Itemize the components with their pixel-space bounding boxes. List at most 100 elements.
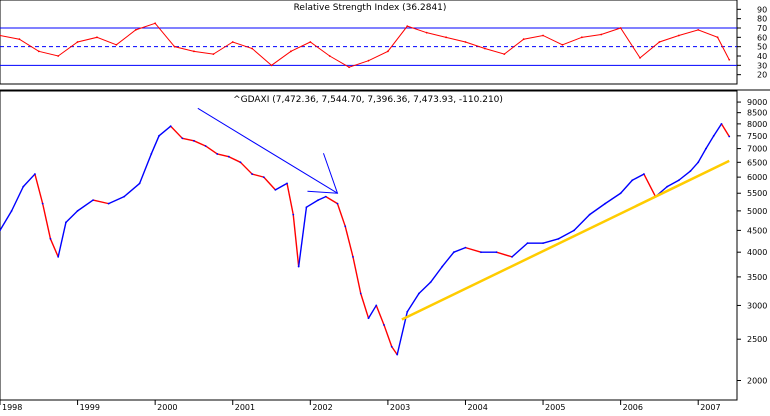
price-segment-2 — [11, 186, 24, 212]
price-segment-33 — [344, 226, 354, 258]
rsi-point-13 — [251, 47, 254, 50]
price-segment-38 — [383, 324, 393, 347]
price-point-66 — [728, 135, 731, 138]
price-segment-49 — [511, 242, 529, 258]
rsi-point-27 — [522, 38, 525, 41]
price-point-49 — [526, 242, 529, 245]
price-y-tick-label-2000: 2000 — [747, 377, 767, 386]
price-segment-32 — [336, 203, 346, 227]
price-segment-54 — [589, 203, 606, 216]
price-y-tick-label-6000: 6000 — [747, 173, 767, 182]
price-segment-4 — [34, 173, 44, 204]
rsi-point-31 — [600, 33, 603, 36]
price-point-12 — [138, 182, 141, 185]
price-segment-62 — [689, 161, 699, 172]
rsi-point-30 — [580, 36, 583, 39]
price-point-41 — [418, 292, 420, 295]
price-segment-25 — [275, 182, 288, 191]
x-tick-label-2006: 2006 — [623, 403, 643, 412]
price-point-4 — [41, 202, 44, 205]
rsi-point-22 — [425, 31, 428, 34]
price-segment-42 — [418, 281, 432, 295]
price-segment-21 — [228, 156, 241, 163]
rsi-point-20 — [386, 50, 389, 53]
x-tick-label-2000: 2000 — [157, 403, 177, 412]
price-segment-58 — [643, 173, 657, 197]
rsi-y-tick-label-70: 70 — [757, 24, 767, 33]
price-segment-20 — [217, 153, 230, 158]
price-point-5 — [49, 237, 52, 240]
price-y-tick-label-5000: 5000 — [747, 207, 767, 216]
rsi-point-21 — [406, 25, 409, 28]
rsi-point-2 — [37, 50, 40, 53]
rsi-title: Relative Strength Index (36.2841) — [294, 3, 447, 13]
price-point-21 — [239, 161, 242, 164]
price-point-19 — [216, 153, 219, 155]
price-point-57 — [643, 173, 645, 175]
rsi-point-6 — [115, 43, 118, 46]
price-segment-28 — [297, 207, 308, 267]
price-point-39 — [396, 353, 399, 356]
price-point-63 — [705, 147, 707, 150]
price-point-9 — [92, 199, 94, 201]
price-segment-44 — [441, 251, 455, 268]
price-segment-41 — [406, 293, 420, 313]
price-segment-63 — [697, 148, 707, 163]
price-segment-51 — [542, 238, 559, 244]
price-point-22 — [251, 173, 254, 175]
price-segment-65 — [713, 123, 723, 137]
x-tick-label-2005: 2005 — [545, 403, 565, 412]
rsi-series-group — [0, 22, 731, 69]
price-segment-14 — [150, 135, 160, 155]
price-segment-24 — [263, 176, 276, 191]
price-point-46 — [480, 251, 482, 254]
price-point-26 — [292, 213, 295, 216]
rsi-point-32 — [619, 27, 622, 29]
rsi-point-4 — [76, 41, 79, 43]
price-segment-35 — [360, 293, 370, 319]
price-point-50 — [542, 242, 544, 245]
trend-arrow-head-0 — [307, 153, 339, 194]
price-segment-53 — [573, 214, 591, 231]
rsi-point-29 — [561, 43, 564, 46]
price-point-30 — [324, 195, 327, 198]
price-segment-45 — [453, 246, 466, 253]
x-tick-label-1999: 1999 — [80, 403, 100, 412]
rsi-panel: Relative Strength Index (36.2841) 203040… — [0, 0, 767, 85]
price-segment-29 — [306, 199, 319, 208]
price-segment-3 — [22, 173, 36, 188]
x-tick-label-2003: 2003 — [390, 403, 410, 412]
price-segment-1 — [0, 210, 13, 231]
price-point-53 — [588, 213, 591, 216]
price-point-54 — [604, 202, 607, 205]
price-segment-37 — [375, 305, 385, 326]
price-y-tick-label-3500: 3500 — [747, 273, 767, 282]
rsi-point-25 — [483, 47, 486, 50]
price-segment-6 — [49, 238, 59, 258]
rsi-point-17 — [328, 55, 331, 57]
rsi-point-15 — [290, 50, 292, 53]
price-segment-7 — [57, 222, 67, 258]
price-y-tick-label-4000: 4000 — [747, 248, 767, 257]
price-segment-5 — [41, 203, 52, 239]
price-panel: ^GDAXI (7,472.36, 7,544.70, 7,396.36, 7,… — [0, 90, 767, 412]
price-point-7 — [65, 221, 67, 224]
price-point-13 — [150, 153, 153, 155]
price-point-34 — [359, 292, 362, 295]
x-tick-label-2002: 2002 — [312, 403, 332, 412]
rsi-point-23 — [445, 36, 447, 39]
price-point-51 — [557, 237, 560, 240]
price-segment-56 — [620, 179, 633, 194]
x-tick-label-2001: 2001 — [235, 403, 255, 412]
price-segment-52 — [558, 229, 575, 240]
price-point-43 — [441, 265, 444, 268]
rsi-point-10 — [193, 50, 195, 53]
price-segment-22 — [239, 161, 253, 175]
price-y-tick-label-7000: 7000 — [747, 145, 767, 154]
price-y-tick-label-7500: 7500 — [747, 132, 767, 141]
price-segment-26 — [286, 183, 294, 215]
price-segment-10 — [92, 199, 109, 205]
price-segment-31 — [325, 196, 338, 205]
x-tick-label-1998: 1998 — [2, 403, 22, 412]
